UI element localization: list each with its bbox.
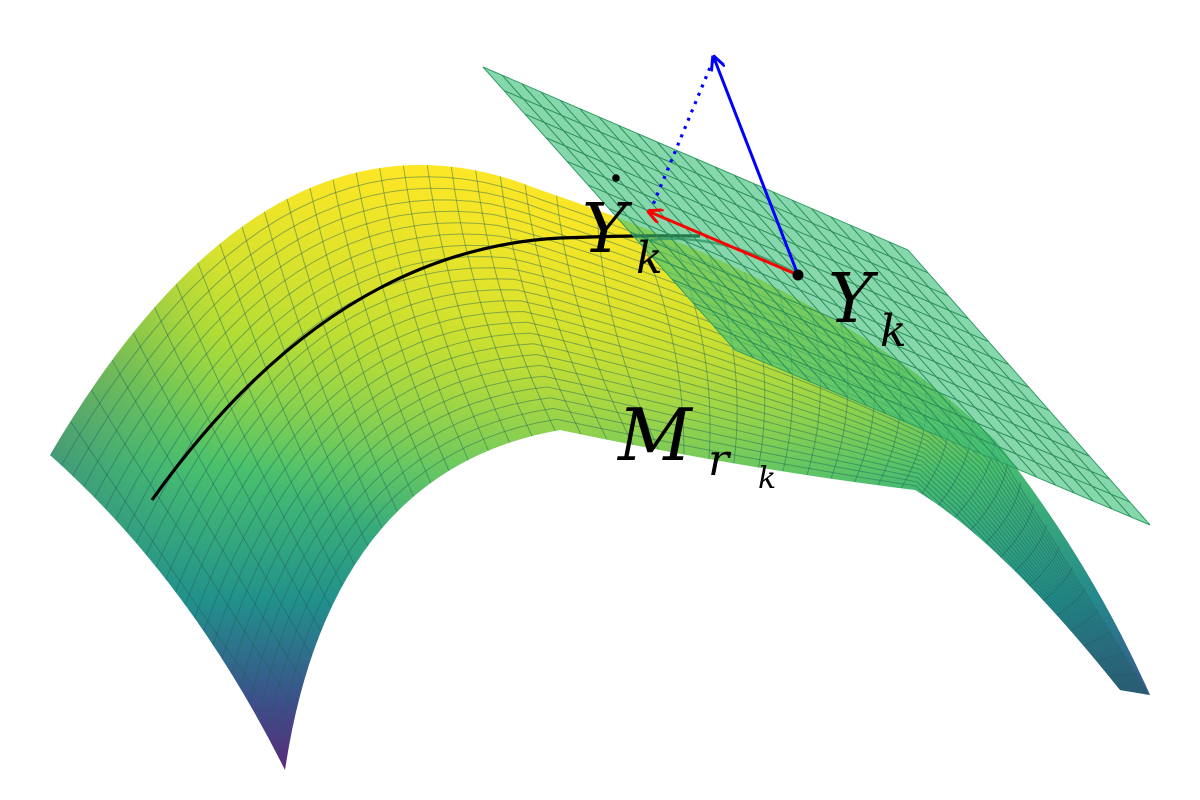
mesh-line xyxy=(167,300,1136,693)
plane-grid-line xyxy=(524,113,949,297)
tangent-plane xyxy=(482,66,1151,526)
plane-grid-line xyxy=(713,325,1131,503)
label-manifold: M r k xyxy=(616,393,776,496)
mesh-line xyxy=(132,332,313,657)
label-y-k: Y k xyxy=(828,260,907,357)
mesh-line xyxy=(402,165,489,451)
mesh-line xyxy=(963,461,1009,538)
plane-grid-line xyxy=(608,208,1030,388)
mesh-line xyxy=(147,278,1138,694)
plane-grid-line xyxy=(629,231,1050,411)
mesh-line xyxy=(556,195,634,446)
gradient-arrow xyxy=(714,58,800,276)
mesh-line xyxy=(175,283,332,609)
plane-grid-line xyxy=(671,278,1090,457)
manifold-grid xyxy=(50,165,1150,771)
y-subscript: k xyxy=(880,306,907,357)
mesh-line xyxy=(197,262,343,587)
plane-grid-line xyxy=(692,302,1110,480)
mesh-line xyxy=(635,224,685,455)
tangent-plane-grid xyxy=(501,74,1132,518)
y-dot-subscript: k xyxy=(636,233,663,284)
mesh-line xyxy=(111,359,305,683)
mesh-line xyxy=(216,354,1130,692)
plane-grid-line xyxy=(650,255,1070,434)
mesh-line xyxy=(235,375,1127,705)
mesh-line xyxy=(263,211,383,529)
mesh-line xyxy=(196,332,1132,693)
mesh-line xyxy=(596,209,659,450)
mesh-line xyxy=(88,210,1146,695)
mesh-line xyxy=(286,198,398,512)
mesh-line xyxy=(309,187,414,497)
plane-grid-line xyxy=(503,90,929,274)
manifold-subscript-r: r xyxy=(708,435,732,486)
manifold-main: M xyxy=(616,393,694,477)
mesh-line xyxy=(426,165,511,443)
mesh-line xyxy=(1119,689,1150,696)
plane-grid-line xyxy=(566,160,989,343)
mesh-line xyxy=(186,321,1133,693)
mesh-line xyxy=(90,389,297,711)
y-main: Y xyxy=(828,260,879,339)
mesh-line xyxy=(98,222,1145,695)
manifold-subscript-k: k xyxy=(758,461,776,496)
mesh-line xyxy=(524,184,608,440)
mesh-line xyxy=(206,343,1131,693)
mesh-line xyxy=(332,179,432,484)
mesh-line xyxy=(499,176,582,435)
mesh-line xyxy=(379,167,469,461)
mesh-line xyxy=(241,226,369,547)
projection-arrow xyxy=(650,212,799,277)
mesh-line xyxy=(78,199,1147,695)
mesh-line xyxy=(157,289,1137,694)
point-y-k xyxy=(792,269,804,281)
mesh-line xyxy=(450,166,533,437)
mesh-line xyxy=(219,243,356,566)
mesh-line xyxy=(355,172,450,471)
dot-accent xyxy=(612,174,620,182)
mesh-line xyxy=(225,364,1128,692)
mesh-line xyxy=(176,310,1135,693)
mesh-line xyxy=(118,244,1142,694)
mesh-line xyxy=(108,233,1143,695)
normal-component-dotted xyxy=(648,57,716,213)
mesh-line xyxy=(127,256,1141,694)
mesh-line xyxy=(154,307,322,632)
y-dot-main: Y xyxy=(582,190,633,269)
plane-grid-line xyxy=(545,137,969,320)
label-y-dot-k: Y k xyxy=(582,174,663,284)
mesh-line xyxy=(70,421,291,740)
mesh-line xyxy=(475,170,556,432)
